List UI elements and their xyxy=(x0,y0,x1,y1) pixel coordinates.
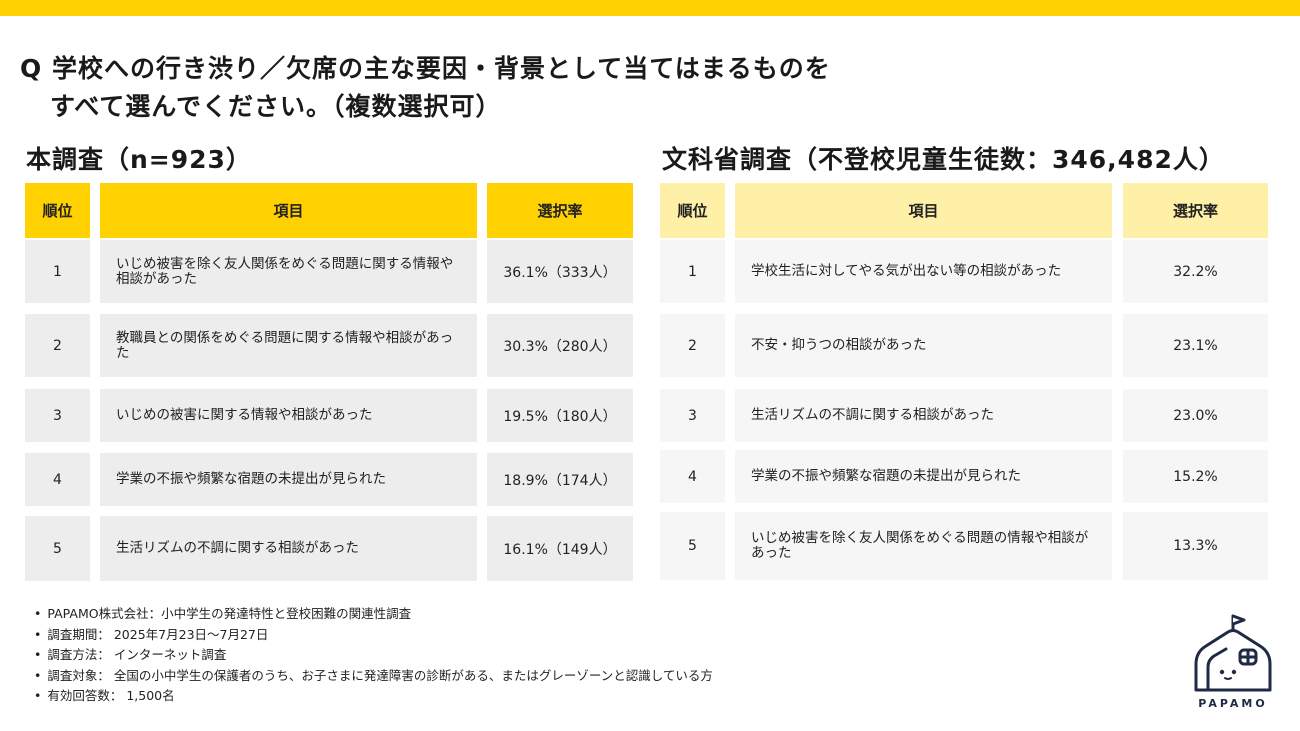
rate-cell: 23.0% xyxy=(1123,389,1268,442)
rate-cell: 30.3%（280人） xyxy=(487,314,633,377)
item-cell: 生活リズムの不調に関する相談があった xyxy=(735,389,1112,442)
rank-cell: 3 xyxy=(660,389,725,442)
rate-cell: 16.1%（149人） xyxy=(487,516,633,581)
left-section-title: 本調査（n=923） xyxy=(26,145,252,174)
rate-header: 選択率 xyxy=(487,183,633,238)
source-footnotes: PAPAMO株式会社：小中学生の発達特性と登校困難の関連性調査 調査期間： 20… xyxy=(34,604,713,707)
item-cell: 教職員との関係をめぐる問題に関する情報や相談があった xyxy=(100,314,477,377)
rank-cell: 3 xyxy=(25,389,90,442)
item-cell: 不安・抑うつの相談があった xyxy=(735,314,1112,377)
rank-header: 順位 xyxy=(660,183,725,238)
question-line-2: すべて選んでください。（複数選択可） xyxy=(50,92,502,121)
footnote-item: 調査期間： 2025年7月23日～7月27日 xyxy=(34,625,713,646)
rank-cell: 1 xyxy=(660,240,725,303)
item-header: 項目 xyxy=(100,183,477,238)
rank-cell: 4 xyxy=(25,453,90,506)
item-cell: いじめ被害を除く友人関係をめぐる問題の情報や相談があった xyxy=(735,512,1112,580)
papamo-house-logo-icon xyxy=(1194,614,1272,692)
item-cell: 生活リズムの不調に関する相談があった xyxy=(100,516,477,581)
item-header: 項目 xyxy=(735,183,1112,238)
rate-cell: 15.2% xyxy=(1123,450,1268,503)
rank-cell: 4 xyxy=(660,450,725,503)
rate-cell: 32.2% xyxy=(1123,240,1268,303)
right-section-title: 文科省調査（不登校児童生徒数：346,482人） xyxy=(662,145,1225,174)
footnote-item: PAPAMO株式会社：小中学生の発達特性と登校困難の関連性調査 xyxy=(34,604,713,625)
question-line-1: Q 学校への行き渋り／欠席の主な要因・背景として当てはまるものを xyxy=(20,54,831,83)
item-cell: いじめの被害に関する情報や相談があった xyxy=(100,389,477,442)
item-cell: 学業の不振や頻繁な宿題の未提出が見られた xyxy=(735,450,1112,503)
footnote-item: 調査対象： 全国の小中学生の保護者のうち、お子さまに発達障害の診断がある、または… xyxy=(34,666,712,687)
rank-cell: 5 xyxy=(660,512,725,580)
rank-cell: 1 xyxy=(25,240,90,303)
rate-cell: 36.1%（333人） xyxy=(487,240,633,303)
rate-cell: 19.5%（180人） xyxy=(487,389,633,442)
rank-cell: 2 xyxy=(25,314,90,377)
rate-header: 選択率 xyxy=(1123,183,1268,238)
footnote-item: 調査方法： インターネット調査 xyxy=(34,645,713,666)
item-cell: いじめ被害を除く友人関係をめぐる問題に関する情報や相談があった xyxy=(100,240,477,303)
rank-cell: 5 xyxy=(25,516,90,581)
rate-cell: 23.1% xyxy=(1123,314,1268,377)
rank-cell: 2 xyxy=(660,314,725,377)
papamo-logo-text: PAPAMO xyxy=(1198,697,1268,710)
rate-cell: 13.3% xyxy=(1123,512,1268,580)
item-cell: 学校生活に対してやる気が出ない等の相談があった xyxy=(735,240,1112,303)
footnote-item: 有効回答数： 1,500名 xyxy=(34,686,713,707)
rank-header: 順位 xyxy=(25,183,90,238)
item-cell: 学業の不振や頻繁な宿題の未提出が見られた xyxy=(100,453,477,506)
question-title: Q 学校への行き渋り／欠席の主な要因・背景として当てはまるものを すべて選んでく… xyxy=(20,50,831,126)
top-accent-bar xyxy=(0,0,1300,16)
rate-cell: 18.9%（174人） xyxy=(487,453,633,506)
